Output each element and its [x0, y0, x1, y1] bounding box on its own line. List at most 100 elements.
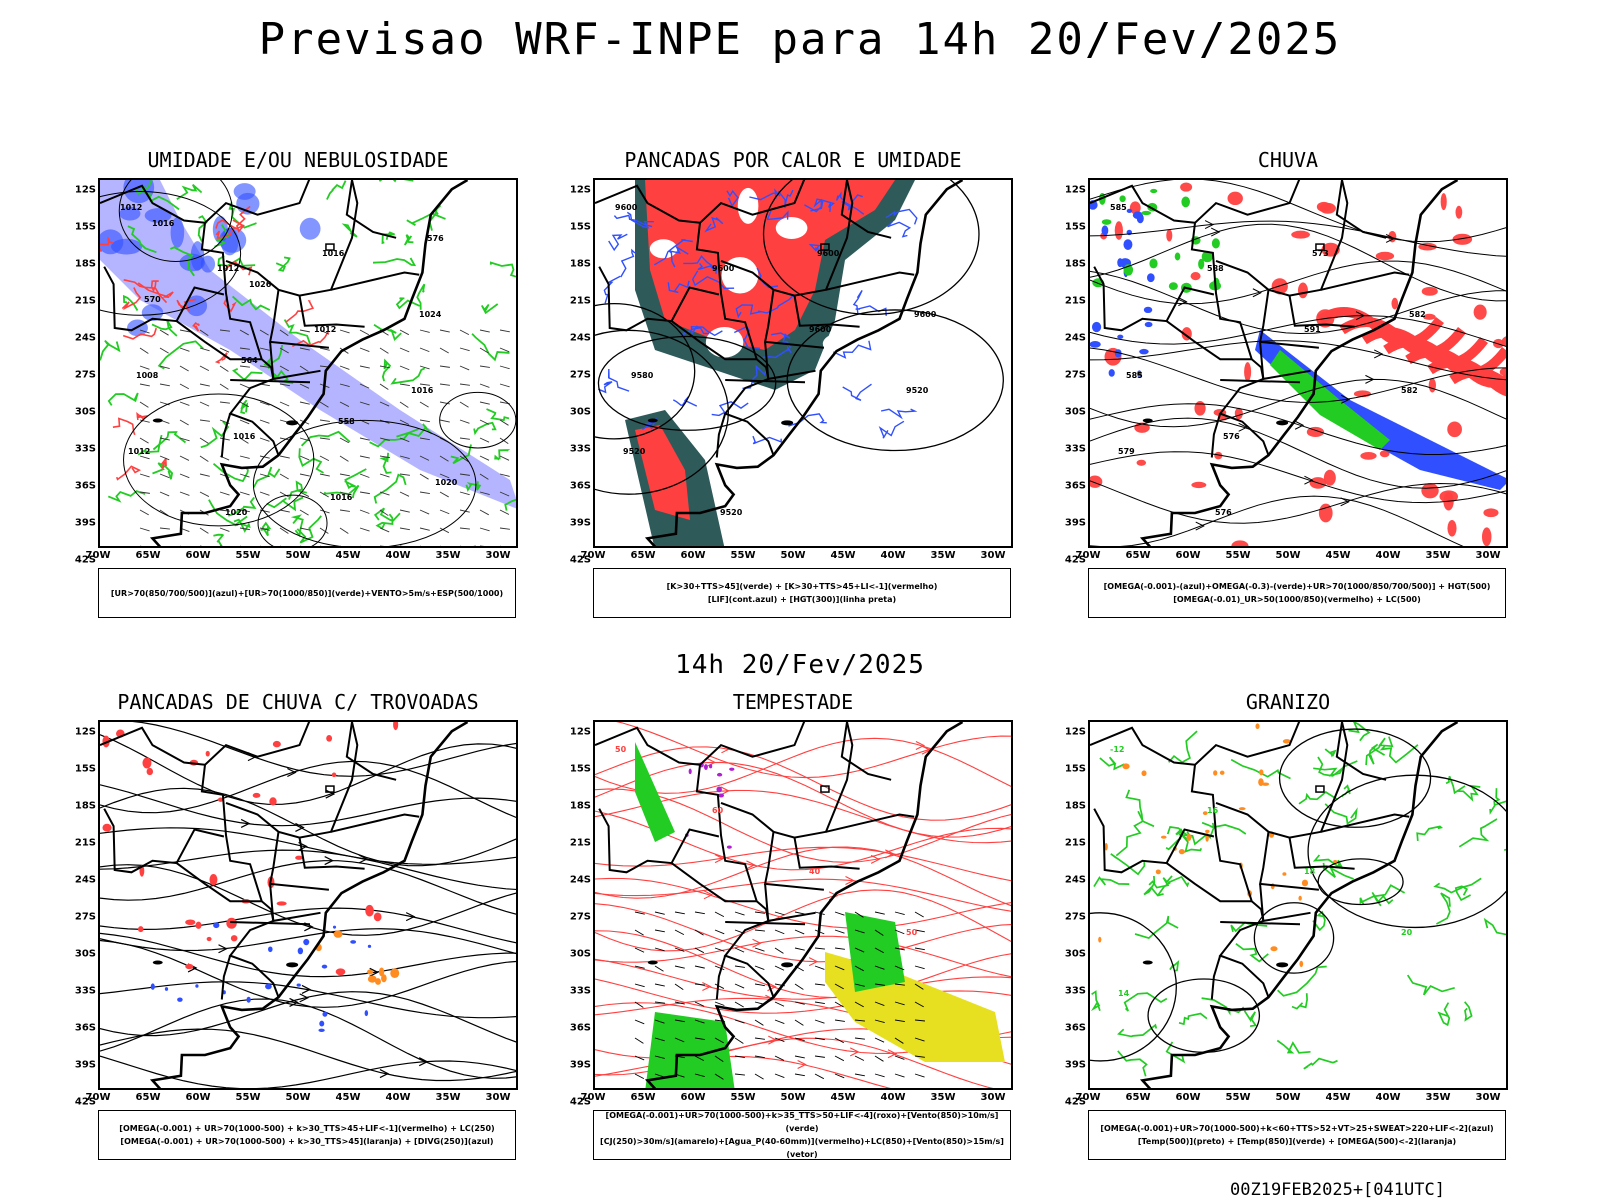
country-border	[268, 831, 329, 891]
country-border	[1215, 722, 1349, 839]
wind-vector-850	[914, 1055, 925, 1058]
moisture-shading-deep	[119, 206, 141, 221]
contour-label: 9520	[720, 508, 743, 517]
omega500-area	[1122, 763, 1130, 770]
wind-vector-850	[634, 983, 645, 988]
hgt500-contour	[1090, 220, 1506, 257]
latitude-tick: 30S	[569, 948, 591, 960]
streamline-arrow	[797, 1060, 807, 1069]
streamline-arrow	[1304, 475, 1314, 485]
temp850-contour	[1365, 736, 1394, 766]
latitude-tick: 21S	[74, 295, 96, 307]
omega500-area	[1282, 739, 1291, 744]
wind-vector	[219, 491, 230, 496]
divergence-250	[367, 944, 372, 948]
legend-line: [OMEGA(-0.001)+UR>70(1000-500)+k<60+TTS>…	[1100, 1124, 1494, 1133]
wind-vector	[159, 347, 169, 354]
longitude-tick: 35W	[1425, 1092, 1451, 1103]
wind-vector	[419, 401, 429, 408]
wind-vector	[499, 419, 509, 426]
severe-storm-area	[729, 767, 735, 771]
streamline-arrow	[720, 786, 730, 796]
wind-vector-850	[634, 1019, 645, 1025]
wind-vector-850	[794, 947, 805, 951]
divergence-250	[318, 1028, 325, 1032]
contour-label: 1012	[314, 325, 336, 334]
contour-label: 18	[1304, 867, 1316, 876]
wind-vector-850	[894, 1019, 905, 1022]
streamline-lc250	[100, 998, 516, 1079]
thunder-shower-area	[137, 926, 144, 933]
wind-vector-850	[714, 1073, 724, 1080]
wind-vector-850	[894, 1055, 905, 1060]
moisture-shading-deep	[299, 217, 321, 240]
latitude-tick: 24S	[569, 332, 591, 344]
wind-vector	[479, 509, 489, 516]
rain-shading	[1244, 362, 1252, 382]
longitude-tick: 35W	[930, 550, 956, 561]
wind-vector	[399, 455, 410, 460]
wind-vector	[180, 545, 181, 546]
lifted-index-contour	[653, 239, 693, 266]
moisture-contour-low	[473, 545, 476, 546]
streamline-lc250	[100, 787, 516, 867]
country-border	[330, 813, 420, 833]
wind-vector-850	[834, 1001, 844, 1008]
lifted-index-contour	[766, 210, 789, 221]
thickness-contour	[223, 260, 253, 276]
contour-label: 50	[615, 745, 627, 754]
wind-vector-850	[694, 1037, 705, 1040]
temp850-contour	[1406, 974, 1455, 996]
omega500-area	[1259, 769, 1264, 776]
wind-vector	[280, 545, 282, 546]
rain-shading	[1227, 191, 1243, 206]
wind-vector	[199, 419, 210, 422]
panel-title: GRANIZO	[1245, 690, 1331, 714]
wind-vector	[479, 437, 490, 443]
panel-title: UMIDADE E/OU NEBULOSIDADE	[147, 148, 449, 172]
wind-vector	[139, 419, 150, 423]
country-border	[715, 413, 727, 458]
longitude-tick: 35W	[1425, 550, 1451, 561]
wind-vector	[219, 383, 229, 390]
latitude-tick: 42S	[1064, 1096, 1086, 1108]
severe-storm-area	[688, 768, 692, 775]
wind-vector-850	[774, 947, 784, 954]
wind-vector	[159, 437, 170, 441]
country-border	[671, 320, 757, 361]
lake	[1142, 418, 1153, 423]
longitude-tick: 55W	[1225, 1092, 1251, 1103]
severe-storm-area	[703, 764, 708, 771]
wind-vector	[439, 473, 450, 479]
contour-label: 585	[1110, 203, 1127, 212]
wind-vector	[379, 437, 390, 441]
streamline-lc250	[100, 860, 516, 915]
contour-label: 14	[1118, 989, 1130, 998]
wind-vector-850	[834, 1055, 845, 1062]
wind-vector	[319, 527, 329, 534]
longitude-tick: 35W	[435, 550, 461, 561]
wind-vector-850	[674, 965, 685, 969]
lifted-index-contour	[607, 368, 630, 392]
wind-vector-850	[714, 929, 725, 935]
streamline-lc250	[100, 981, 516, 1019]
country-border	[699, 722, 806, 766]
wind-vector-850	[894, 965, 905, 971]
country-border	[825, 271, 915, 291]
latitude-tick: 24S	[74, 332, 96, 344]
country-border	[1166, 862, 1252, 903]
hgt300-contour	[597, 335, 777, 431]
contour-label: 579	[1118, 447, 1135, 456]
wind-vector-850	[854, 1055, 865, 1061]
wind-vector	[199, 527, 209, 534]
wind-vector	[479, 401, 490, 405]
lifted-index-contour	[835, 191, 865, 215]
lagoa-dos-patos	[286, 420, 299, 426]
omega500-area	[1301, 879, 1309, 887]
brasilia-marker	[1315, 243, 1325, 251]
moisture-shading-deep	[141, 304, 164, 321]
wind-vector-850	[874, 1073, 885, 1078]
contour-label: 588	[1207, 264, 1224, 273]
omega-ascent-blue	[1108, 369, 1115, 377]
wind-vector	[339, 365, 350, 370]
